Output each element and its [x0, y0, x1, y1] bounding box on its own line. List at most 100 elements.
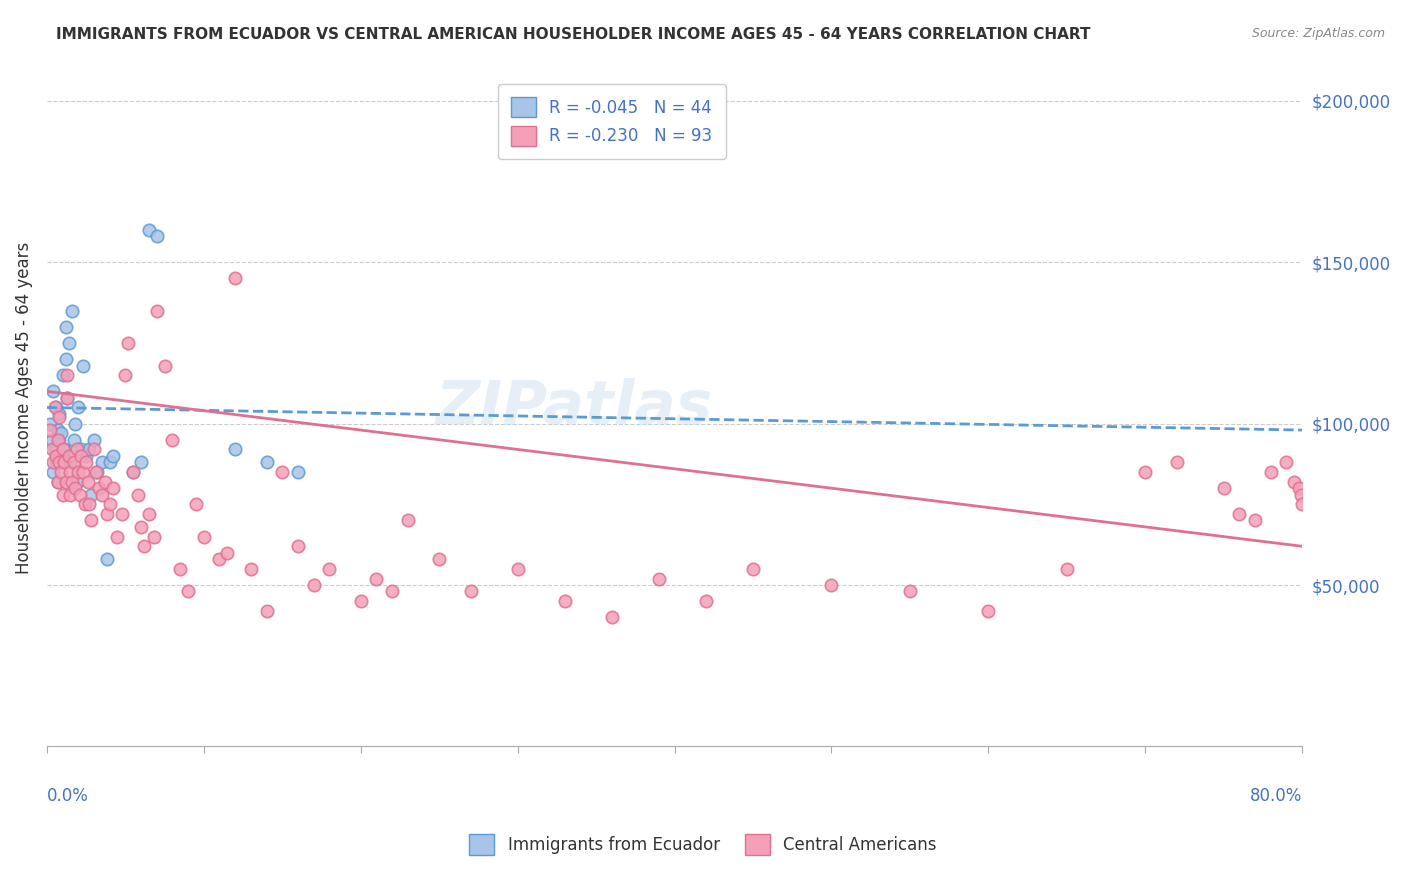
Point — [142, 530, 165, 544]
Point — [80, 513, 103, 527]
Point — [59, 455, 82, 469]
Point — [96, 507, 118, 521]
Point — [90, 488, 112, 502]
Point — [45, 449, 67, 463]
Point — [45, 401, 67, 415]
Point — [208, 552, 231, 566]
Point — [76, 475, 98, 489]
Point — [138, 223, 160, 237]
Point — [1056, 562, 1078, 576]
Point — [70, 449, 93, 463]
Point — [56, 368, 79, 383]
Point — [42, 455, 65, 469]
Point — [1229, 507, 1251, 521]
Point — [59, 488, 82, 502]
Point — [820, 578, 842, 592]
Text: Source: ZipAtlas.com: Source: ZipAtlas.com — [1251, 27, 1385, 40]
Point — [1291, 497, 1313, 511]
Point — [169, 562, 191, 576]
Point — [122, 465, 145, 479]
Point — [80, 488, 103, 502]
Point — [117, 335, 139, 350]
Point — [101, 481, 124, 495]
Point — [52, 449, 75, 463]
Point — [55, 352, 77, 367]
Point — [1244, 513, 1267, 527]
Text: 80.0%: 80.0% — [1250, 787, 1302, 805]
Point — [1288, 481, 1310, 495]
Point — [62, 455, 84, 469]
Point — [53, 442, 76, 457]
Point — [271, 465, 294, 479]
Point — [46, 475, 69, 489]
Point — [60, 475, 83, 489]
Point — [1212, 481, 1234, 495]
Text: 0.0%: 0.0% — [46, 787, 89, 805]
Point — [39, 417, 62, 431]
Point — [350, 594, 373, 608]
Point — [977, 604, 1000, 618]
Point — [52, 488, 75, 502]
Point — [77, 442, 100, 457]
Point — [1275, 455, 1298, 469]
Point — [59, 465, 82, 479]
Point — [45, 455, 67, 469]
Point — [742, 562, 765, 576]
Point — [239, 562, 262, 576]
Point — [366, 572, 388, 586]
Point — [1135, 465, 1157, 479]
Point — [129, 455, 152, 469]
Point — [73, 497, 96, 511]
Point — [256, 455, 278, 469]
Point — [1289, 488, 1312, 502]
Point — [83, 433, 105, 447]
Point — [506, 562, 529, 576]
Point — [460, 584, 482, 599]
Point — [162, 433, 184, 447]
Point — [48, 407, 70, 421]
Point — [84, 465, 107, 479]
Point — [177, 584, 200, 599]
Point — [67, 401, 90, 415]
Point — [58, 335, 80, 350]
Point — [114, 368, 136, 383]
Point — [184, 497, 207, 511]
Point — [44, 442, 66, 457]
Point — [46, 475, 69, 489]
Point — [256, 604, 278, 618]
Point — [554, 594, 576, 608]
Point — [63, 481, 86, 495]
Point — [52, 442, 75, 457]
Y-axis label: Householder Income Ages 45 - 64 years: Householder Income Ages 45 - 64 years — [15, 242, 32, 574]
Point — [41, 433, 63, 447]
Point — [90, 455, 112, 469]
Point — [98, 497, 121, 511]
Point — [134, 539, 156, 553]
Point — [75, 449, 97, 463]
Point — [138, 507, 160, 521]
Point — [898, 584, 921, 599]
Point — [381, 584, 404, 599]
Point — [153, 359, 176, 373]
Point — [1284, 475, 1306, 489]
Point — [56, 391, 79, 405]
Point — [70, 442, 93, 457]
Point — [94, 475, 117, 489]
Point — [52, 368, 75, 383]
Point — [302, 578, 325, 592]
Point — [83, 442, 105, 457]
Point — [72, 359, 94, 373]
Point — [42, 384, 65, 399]
Point — [48, 455, 70, 469]
Point — [600, 610, 623, 624]
Point — [107, 530, 129, 544]
Point — [60, 303, 83, 318]
Point — [63, 417, 86, 431]
Point — [287, 539, 309, 553]
Point — [48, 433, 70, 447]
Point — [129, 520, 152, 534]
Point — [53, 455, 76, 469]
Point — [122, 465, 145, 479]
Point — [49, 426, 72, 441]
Legend: R = -0.045   N = 44, R = -0.230   N = 93: R = -0.045 N = 44, R = -0.230 N = 93 — [498, 84, 725, 160]
